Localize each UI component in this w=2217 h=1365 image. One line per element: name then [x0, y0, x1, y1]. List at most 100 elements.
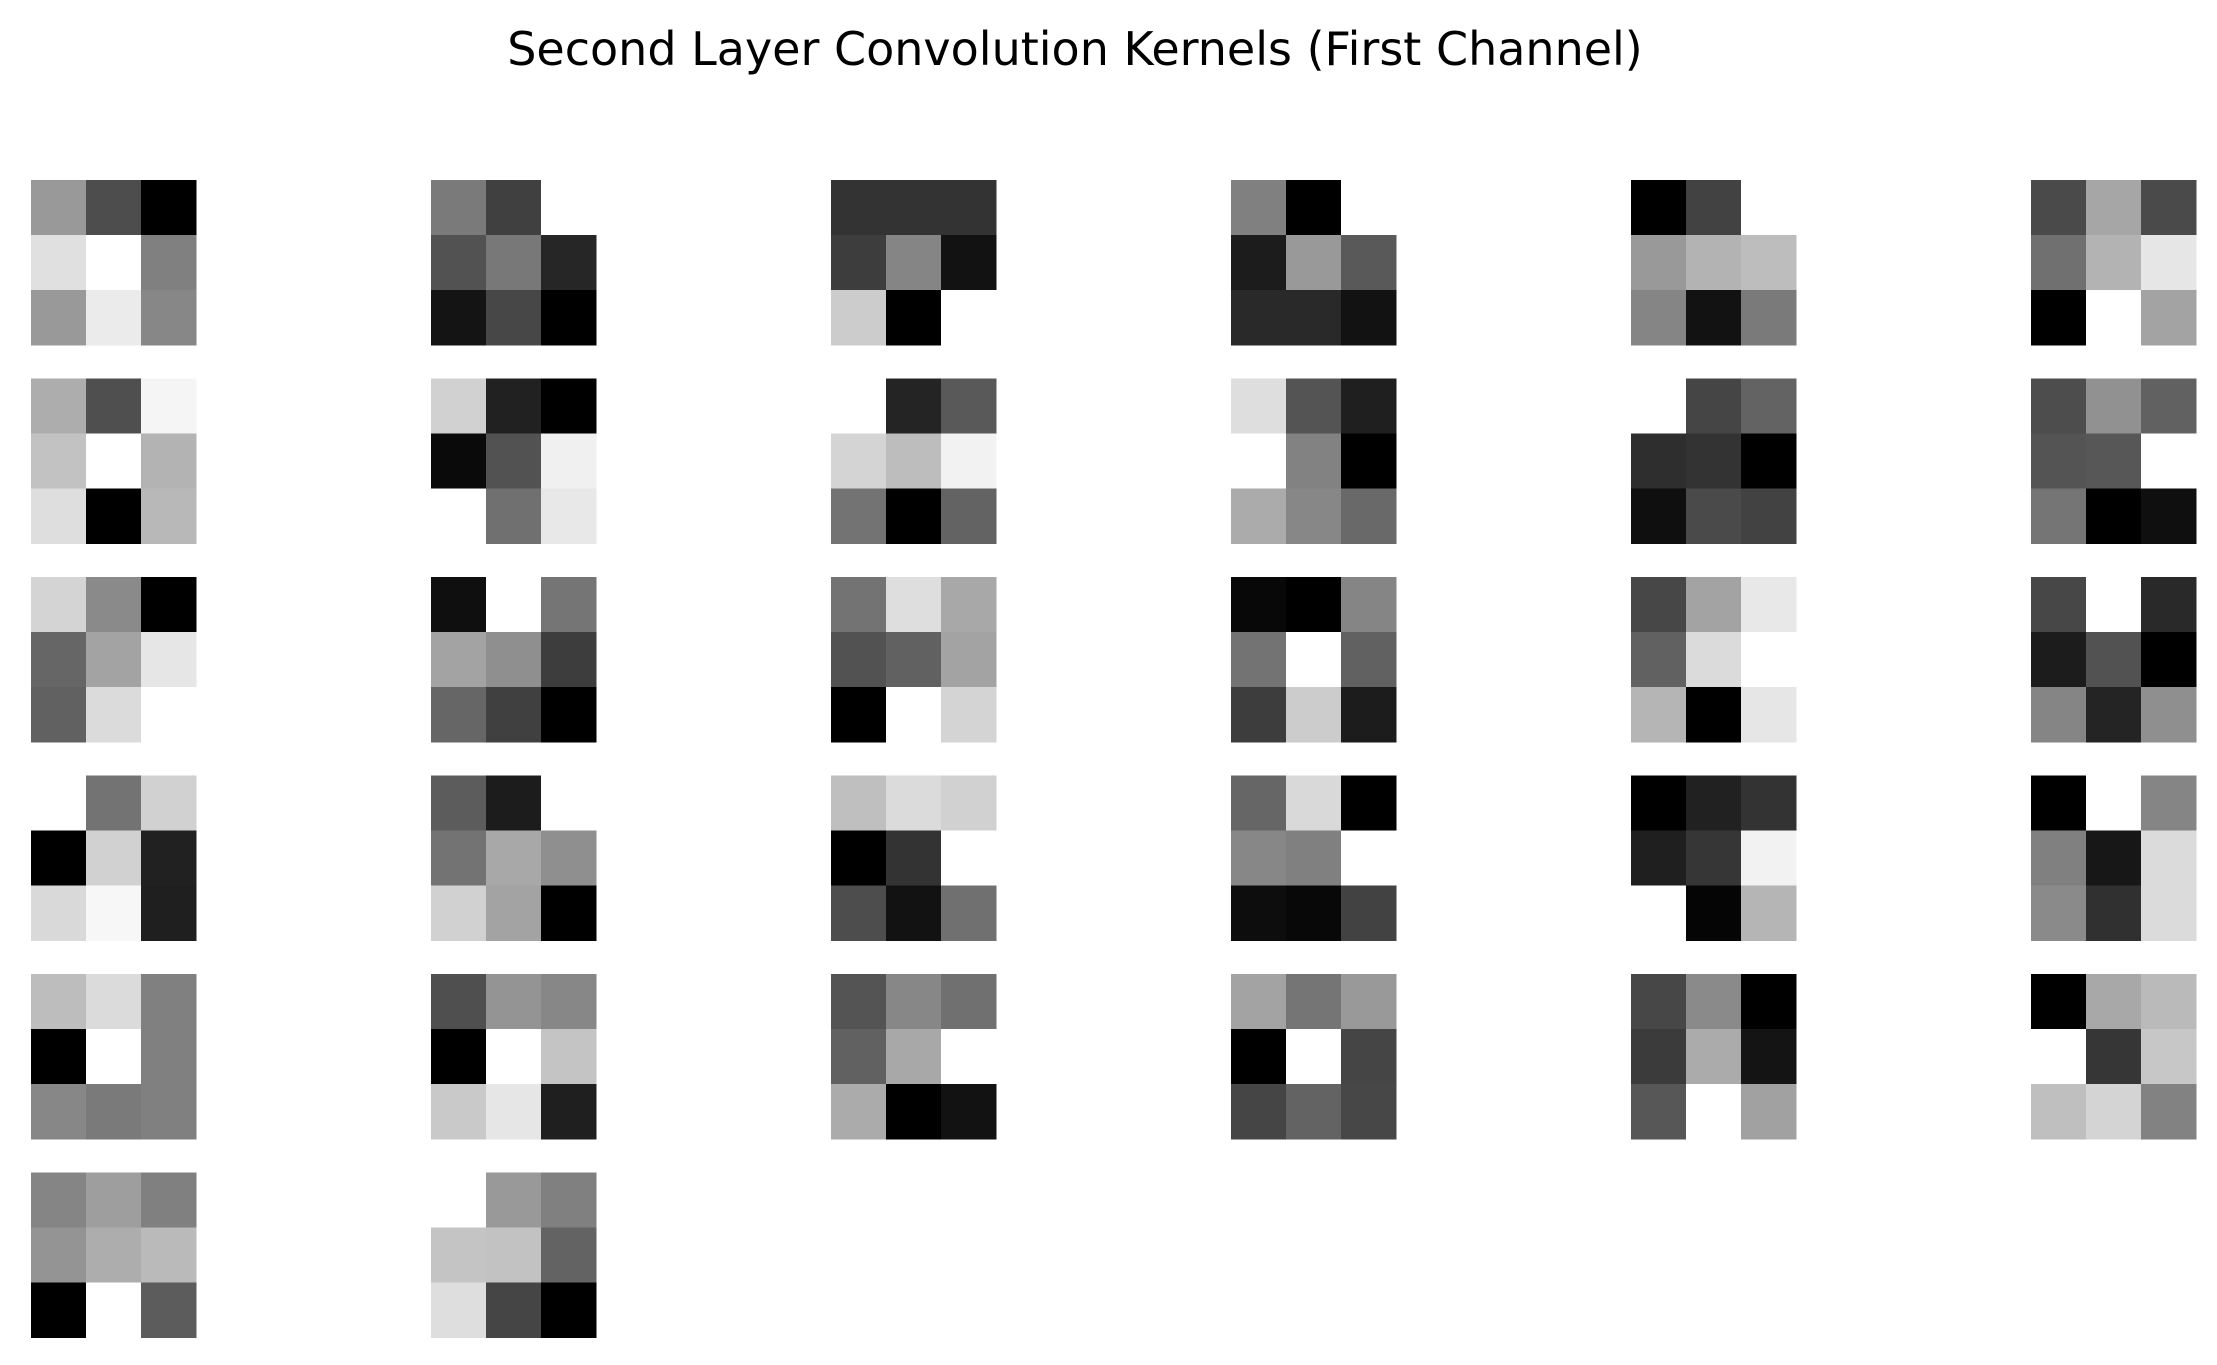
kernel-5-pixel-0-0: [1631, 180, 1687, 236]
kernel-32-pixel-2-1: [486, 1282, 542, 1338]
kernel-22-pixel-2-0: [1231, 885, 1287, 941]
kernel-4-pixel-0-1: [1286, 180, 1342, 236]
kernel-3-pixel-1-2: [941, 235, 997, 291]
kernel-23-pixel-1-2: [1741, 830, 1797, 886]
kernel-16-pixel-0-1: [1286, 577, 1342, 633]
kernel-24-pixel-2-1: [2086, 885, 2142, 941]
kernel-3-pixel-2-0: [831, 290, 887, 346]
kernel-18-pixel-0-1: [2086, 577, 2142, 633]
kernel-6-pixel-2-1: [2086, 290, 2142, 346]
kernel-17-pixel-2-2: [1741, 687, 1797, 743]
kernel-6-pixel-0-1: [2086, 180, 2142, 236]
kernel-12-pixel-0-0: [2031, 378, 2087, 434]
kernel-19: [31, 775, 197, 941]
kernel-22-pixel-1-1: [1286, 830, 1342, 886]
kernel-2-pixel-0-1: [486, 180, 542, 236]
kernel-29-pixel-2-1: [1686, 1084, 1742, 1140]
kernel-6-pixel-1-1: [2086, 235, 2142, 291]
kernel-27-pixel-1-0: [831, 1029, 887, 1085]
kernel-29-pixel-2-0: [1631, 1084, 1687, 1140]
kernel-14-pixel-0-0: [431, 577, 487, 633]
kernel-21: [831, 775, 997, 941]
kernel-15-pixel-0-2: [941, 577, 997, 633]
kernel-17-pixel-0-0: [1631, 577, 1687, 633]
kernel-32-pixel-0-1: [486, 1172, 542, 1228]
kernel-25-pixel-1-2: [141, 1029, 197, 1085]
kernel-6-pixel-2-0: [2031, 290, 2087, 346]
kernel-21-pixel-0-1: [886, 775, 942, 831]
kernel-23-pixel-0-0: [1631, 775, 1687, 831]
kernel-22-pixel-2-2: [1341, 885, 1397, 941]
kernel-11-pixel-2-2: [1741, 488, 1797, 544]
kernel-31-pixel-2-1: [86, 1282, 142, 1338]
kernel-20-pixel-0-2: [541, 775, 597, 831]
kernel-13-pixel-1-2: [141, 632, 197, 688]
kernel-32-pixel-1-1: [486, 1227, 542, 1283]
kernel-29-pixel-1-2: [1741, 1029, 1797, 1085]
kernel-10-pixel-2-0: [1231, 488, 1287, 544]
kernel-2-pixel-0-0: [431, 180, 487, 236]
kernel-12-pixel-2-0: [2031, 488, 2087, 544]
kernel-13-pixel-2-1: [86, 687, 142, 743]
kernel-19-pixel-1-2: [141, 830, 197, 886]
kernel-15-pixel-1-1: [886, 632, 942, 688]
kernel-7-pixel-1-0: [31, 433, 87, 489]
kernel-25-pixel-1-1: [86, 1029, 142, 1085]
kernel-15-pixel-1-0: [831, 632, 887, 688]
kernel-28: [1231, 974, 1397, 1140]
kernel-11: [1631, 378, 1797, 544]
kernel-26-pixel-1-0: [431, 1029, 487, 1085]
kernel-17-pixel-0-1: [1686, 577, 1742, 633]
kernel-7-pixel-0-1: [86, 378, 142, 434]
kernel-3-pixel-0-0: [831, 180, 887, 236]
kernel-25-pixel-0-2: [141, 974, 197, 1030]
kernel-15-pixel-2-1: [886, 687, 942, 743]
kernel-5-pixel-1-0: [1631, 235, 1687, 291]
kernel-3-pixel-2-2: [941, 290, 997, 346]
kernel-8-pixel-1-0: [431, 433, 487, 489]
kernel-18: [2031, 577, 2197, 743]
kernel-2-pixel-2-2: [541, 290, 597, 346]
kernel-20-pixel-0-0: [431, 775, 487, 831]
kernel-32-pixel-1-0: [431, 1227, 487, 1283]
kernel-27-pixel-0-1: [886, 974, 942, 1030]
kernel-14-pixel-2-2: [541, 687, 597, 743]
kernel-31-pixel-1-0: [31, 1227, 87, 1283]
kernel-31-pixel-1-2: [141, 1227, 197, 1283]
kernel-22-pixel-0-1: [1286, 775, 1342, 831]
kernel-16-pixel-1-1: [1286, 632, 1342, 688]
kernel-13-pixel-1-1: [86, 632, 142, 688]
kernel-1-pixel-0-2: [141, 180, 197, 236]
kernel-24: [2031, 775, 2197, 941]
kernel-25-pixel-2-1: [86, 1084, 142, 1140]
kernel-31-pixel-0-1: [86, 1172, 142, 1228]
kernel-28-pixel-1-0: [1231, 1029, 1287, 1085]
kernel-22-pixel-0-0: [1231, 775, 1287, 831]
kernel-16-pixel-0-0: [1231, 577, 1287, 633]
kernel-28-pixel-1-2: [1341, 1029, 1397, 1085]
kernel-8: [431, 378, 597, 544]
kernel-21-pixel-1-0: [831, 830, 887, 886]
chart-title: Second Layer Convolution Kernels (First …: [507, 22, 1643, 76]
kernel-10-pixel-0-1: [1286, 378, 1342, 434]
kernel-6-pixel-0-2: [2141, 180, 2197, 236]
kernel-15-pixel-0-0: [831, 577, 887, 633]
kernel-19-pixel-0-1: [86, 775, 142, 831]
kernel-12-pixel-1-1: [2086, 433, 2142, 489]
kernel-20-pixel-2-1: [486, 885, 542, 941]
kernel-8-pixel-2-2: [541, 488, 597, 544]
kernel-32-pixel-0-2: [541, 1172, 597, 1228]
kernel-10-pixel-1-2: [1341, 433, 1397, 489]
kernel-29-pixel-0-0: [1631, 974, 1687, 1030]
kernel-32-pixel-0-0: [431, 1172, 487, 1228]
kernel-24-pixel-1-2: [2141, 830, 2197, 886]
kernel-16-pixel-2-1: [1286, 687, 1342, 743]
kernel-27-pixel-2-2: [941, 1084, 997, 1140]
kernel-12-pixel-0-1: [2086, 378, 2142, 434]
kernel-19-pixel-1-1: [86, 830, 142, 886]
kernel-9-pixel-2-2: [941, 488, 997, 544]
kernel-11-pixel-1-2: [1741, 433, 1797, 489]
kernel-20: [431, 775, 597, 941]
kernel-14: [431, 577, 597, 743]
kernel-27-pixel-2-0: [831, 1084, 887, 1140]
